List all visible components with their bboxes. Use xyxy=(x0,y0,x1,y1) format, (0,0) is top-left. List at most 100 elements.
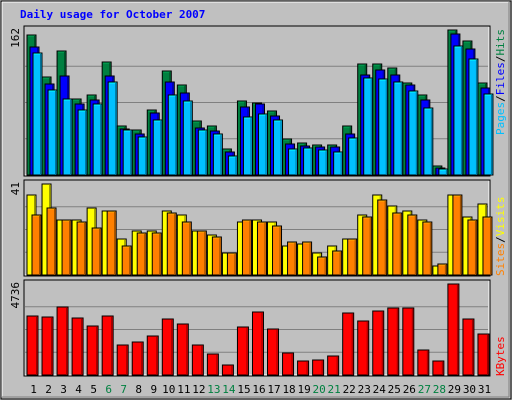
bar-pages-day-28 xyxy=(438,168,449,176)
bar-kbytes-day-15 xyxy=(236,326,249,376)
bar-kbytes-day-12 xyxy=(191,344,204,376)
x-label-day-10: 10 xyxy=(162,383,175,396)
bar-pages-day-9 xyxy=(152,119,163,176)
legend-visits: Visits xyxy=(494,197,507,237)
bar-sites-day-18 xyxy=(287,241,298,276)
x-label-day-9: 9 xyxy=(150,383,157,396)
x-label-day-19: 19 xyxy=(297,383,310,396)
bar-kbytes-day-4 xyxy=(71,317,84,376)
bar-pages-day-4 xyxy=(77,109,88,176)
bar-sites-day-14 xyxy=(226,252,237,276)
bar-pages-day-21 xyxy=(333,151,344,176)
bar-pages-day-27 xyxy=(423,107,434,176)
legend-hits: Hits xyxy=(494,29,507,56)
bar-pages-day-11 xyxy=(182,100,193,176)
legend-kbytes: KBytes xyxy=(494,336,507,376)
x-label-day-31: 31 xyxy=(478,383,491,396)
bar-sites-day-25 xyxy=(392,212,403,276)
x-label-day-29: 29 xyxy=(448,383,461,396)
legend-slash: / xyxy=(494,236,507,243)
bar-kbytes-day-11 xyxy=(176,323,189,376)
bar-sites-day-24 xyxy=(377,199,388,276)
legend-kbytes: KBytes xyxy=(494,336,507,376)
bar-kbytes-day-8 xyxy=(131,341,144,376)
x-label-day-12: 12 xyxy=(192,383,205,396)
chart-panels: 162 41 4736 xyxy=(9,25,494,377)
bar-pages-day-14 xyxy=(227,155,238,176)
bar-pages-day-29 xyxy=(453,45,464,176)
bar-pages-day-18 xyxy=(288,148,299,176)
x-label-day-27: 27 xyxy=(418,383,431,396)
bar-sites-day-4 xyxy=(76,221,87,276)
bar-kbytes-day-6 xyxy=(101,315,114,376)
x-label-day-24: 24 xyxy=(373,383,387,396)
bar-kbytes-day-24 xyxy=(372,310,385,376)
x-label-day-4: 4 xyxy=(75,383,82,396)
bar-sites-day-10 xyxy=(166,212,177,276)
bar-sites-day-26 xyxy=(407,214,418,276)
bar-sites-day-15 xyxy=(241,219,252,276)
bar-sites-day-19 xyxy=(302,241,313,276)
bar-kbytes-day-31 xyxy=(477,333,490,376)
x-label-day-3: 3 xyxy=(60,383,67,396)
bar-kbytes-day-5 xyxy=(86,325,99,376)
bar-kbytes-day-17 xyxy=(267,328,280,376)
bar-kbytes-day-27 xyxy=(417,349,430,376)
bar-sites-day-29 xyxy=(452,194,463,276)
bar-sites-day-2 xyxy=(46,207,57,276)
bar-sites-day-17 xyxy=(272,225,283,276)
bar-pages-day-26 xyxy=(408,90,419,176)
bar-kbytes-day-28 xyxy=(432,360,445,376)
bar-kbytes-day-29 xyxy=(447,283,460,376)
bar-kbytes-day-20 xyxy=(312,359,325,376)
x-label-day-15: 15 xyxy=(237,383,250,396)
bar-kbytes-day-25 xyxy=(387,307,400,376)
bar-pages-day-8 xyxy=(137,136,148,176)
bar-sites-day-13 xyxy=(211,236,222,276)
bar-pages-day-7 xyxy=(122,129,133,176)
bar-sites-day-16 xyxy=(256,221,267,276)
legend-slash: / xyxy=(494,56,507,63)
y-max-label-hits-files-pages: 162 xyxy=(9,28,22,48)
bar-kbytes-day-3 xyxy=(56,306,69,376)
x-label-day-25: 25 xyxy=(388,383,401,396)
x-label-day-2: 2 xyxy=(45,383,52,396)
bar-pages-day-6 xyxy=(107,81,118,176)
x-label-day-16: 16 xyxy=(252,383,265,396)
bar-kbytes-day-22 xyxy=(342,312,355,376)
x-label-day-14: 14 xyxy=(222,383,236,396)
x-label-day-11: 11 xyxy=(177,383,190,396)
bar-sites-day-8 xyxy=(136,232,147,276)
x-label-day-22: 22 xyxy=(343,383,356,396)
legend-visits-sites: Sites/Visits xyxy=(494,197,507,277)
bar-sites-day-11 xyxy=(181,221,192,276)
bar-sites-day-12 xyxy=(196,230,207,276)
bar-kbytes-day-21 xyxy=(327,355,340,376)
panel-visits-sites: 41 xyxy=(9,179,493,277)
bar-sites-day-5 xyxy=(91,227,102,276)
bar-kbytes-day-13 xyxy=(206,353,219,376)
bar-sites-day-6 xyxy=(106,210,117,276)
bar-sites-day-9 xyxy=(151,232,162,276)
x-label-day-8: 8 xyxy=(135,383,142,396)
x-label-day-7: 7 xyxy=(120,383,127,396)
bar-sites-day-30 xyxy=(467,219,478,276)
y-max-label-visits-sites: 41 xyxy=(9,182,22,195)
bar-sites-day-22 xyxy=(347,238,358,276)
bar-kbytes-day-26 xyxy=(402,307,415,376)
bar-sites-day-27 xyxy=(422,221,433,276)
bar-pages-day-15 xyxy=(242,116,253,176)
x-label-day-30: 30 xyxy=(463,383,476,396)
bar-kbytes-day-19 xyxy=(297,360,310,376)
bar-sites-day-1 xyxy=(31,214,42,276)
x-label-day-1: 1 xyxy=(30,383,37,396)
x-label-day-17: 17 xyxy=(267,383,280,396)
bar-pages-day-12 xyxy=(197,129,208,176)
legend-slash: / xyxy=(494,95,507,102)
bar-kbytes-day-1 xyxy=(26,315,39,376)
bar-pages-day-10 xyxy=(167,94,178,176)
bar-pages-day-17 xyxy=(273,119,284,176)
bar-kbytes-day-7 xyxy=(116,344,129,376)
